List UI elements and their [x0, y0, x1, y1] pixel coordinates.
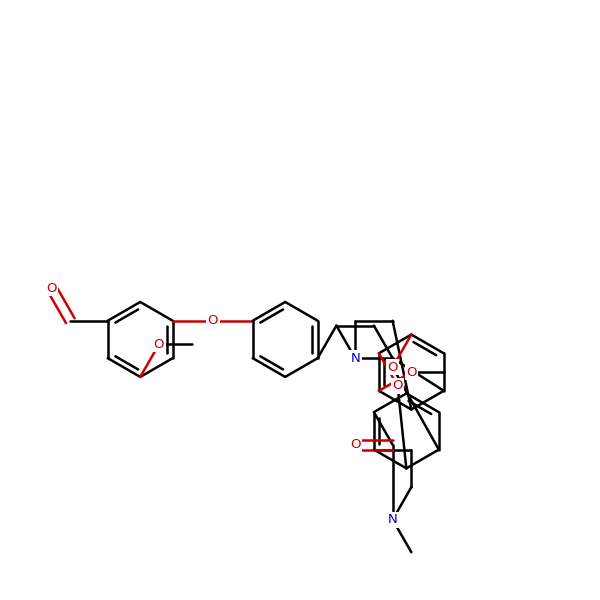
- Text: N: N: [350, 352, 360, 365]
- Text: O: O: [46, 281, 57, 295]
- Text: O: O: [350, 438, 361, 451]
- Text: O: O: [406, 365, 417, 379]
- Text: O: O: [154, 338, 164, 351]
- Text: O: O: [208, 314, 218, 327]
- Text: O: O: [392, 379, 403, 392]
- Text: N: N: [388, 513, 398, 526]
- Text: O: O: [388, 361, 398, 374]
